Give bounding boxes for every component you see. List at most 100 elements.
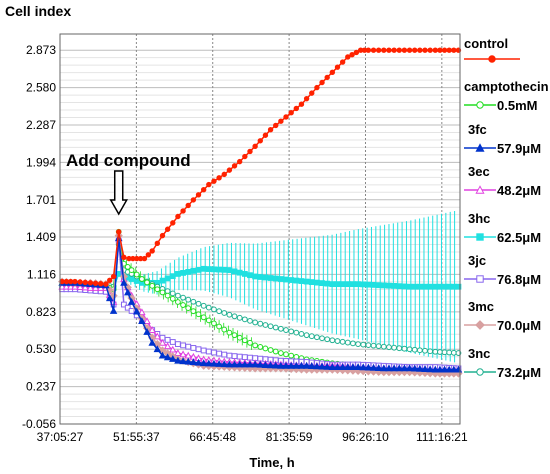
data-point	[446, 47, 452, 53]
data-point	[145, 252, 152, 258]
data-point	[338, 363, 347, 370]
data-point	[359, 363, 367, 371]
legend-label: 3fc	[468, 122, 487, 137]
data-point	[262, 132, 269, 138]
data-point	[185, 202, 191, 209]
data-point	[426, 365, 434, 373]
data-point	[432, 47, 438, 53]
data-point	[92, 280, 99, 286]
data-point	[324, 280, 331, 287]
data-point	[370, 47, 377, 53]
data-point	[278, 118, 284, 124]
data-point	[141, 255, 148, 262]
data-point	[252, 143, 258, 150]
series-control	[59, 47, 462, 287]
data-point	[406, 47, 413, 53]
data-point	[365, 342, 372, 349]
data-point	[313, 362, 321, 370]
data-point	[360, 281, 367, 288]
data-point	[169, 345, 177, 353]
data-point	[298, 331, 305, 337]
data-point	[334, 338, 341, 344]
data-point	[437, 349, 443, 355]
data-point	[236, 269, 243, 276]
x-tick-label: 51:55:37	[113, 430, 160, 444]
data-point	[360, 341, 367, 348]
data-point	[405, 364, 414, 372]
data-point	[221, 171, 227, 178]
data-point	[216, 308, 223, 315]
data-point	[220, 360, 228, 368]
data-point	[267, 323, 274, 330]
data-point	[354, 363, 362, 370]
data-point	[298, 101, 305, 107]
down-arrow-icon	[109, 170, 129, 216]
data-point	[396, 345, 403, 352]
legend-item-camptothecin: camptothecin 0.5mM	[464, 79, 549, 113]
data-point	[124, 304, 131, 311]
data-point	[231, 353, 238, 360]
data-point	[432, 348, 439, 355]
data-point	[195, 311, 202, 318]
data-point	[262, 322, 269, 328]
data-point	[128, 308, 135, 314]
annotation-text: Add compound	[66, 151, 191, 170]
data-point	[375, 47, 382, 53]
data-point	[175, 299, 181, 305]
data-point	[163, 342, 172, 350]
data-point	[189, 358, 198, 366]
data-point	[350, 340, 356, 347]
data-point	[391, 344, 398, 351]
data-point	[411, 346, 418, 353]
legend: control camptothecin 0.5mM 3fc 57.9μM 3ec 48.2…	[464, 36, 549, 380]
data-point	[107, 277, 113, 284]
data-point	[174, 356, 182, 364]
data-point	[138, 317, 146, 325]
data-point	[262, 274, 269, 281]
data-point	[282, 361, 290, 369]
data-point	[195, 266, 202, 273]
y-tick-label: 2.873	[26, 43, 56, 57]
data-point	[180, 270, 186, 276]
data-point	[63, 278, 70, 285]
series-3hc	[59, 265, 462, 293]
data-point	[179, 357, 187, 365]
data-point	[231, 332, 238, 339]
data-point	[246, 360, 254, 368]
data-point	[257, 344, 264, 350]
data-point	[267, 275, 274, 281]
data-point	[221, 310, 228, 316]
data-point	[446, 349, 453, 356]
data-point	[401, 345, 408, 352]
data-point	[396, 283, 403, 290]
data-point	[215, 360, 223, 367]
data-point	[416, 364, 424, 372]
data-point	[386, 282, 392, 289]
data-point	[195, 346, 202, 353]
data-point	[163, 353, 172, 361]
data-point	[82, 279, 88, 286]
legend-item-3nc: 3nc 73.2μM	[464, 346, 541, 380]
data-point	[103, 281, 109, 287]
data-point	[190, 345, 197, 351]
data-point	[406, 283, 413, 290]
data-point	[364, 363, 373, 371]
data-point	[98, 281, 104, 287]
data-point	[303, 95, 310, 102]
data-point	[303, 278, 310, 285]
data-point	[309, 90, 315, 96]
data-point	[334, 64, 341, 70]
data-point	[169, 339, 176, 345]
data-point	[261, 361, 270, 368]
data-point	[333, 363, 342, 370]
data-point	[288, 109, 294, 116]
data-point	[226, 167, 233, 173]
y-tick-label: 0.530	[26, 342, 56, 356]
data-point	[121, 254, 127, 261]
data-point	[252, 319, 259, 326]
legend-label: 3ec	[468, 164, 490, 179]
data-point	[328, 363, 337, 370]
y-tick-label: 2.580	[26, 81, 56, 95]
data-point	[247, 148, 253, 155]
